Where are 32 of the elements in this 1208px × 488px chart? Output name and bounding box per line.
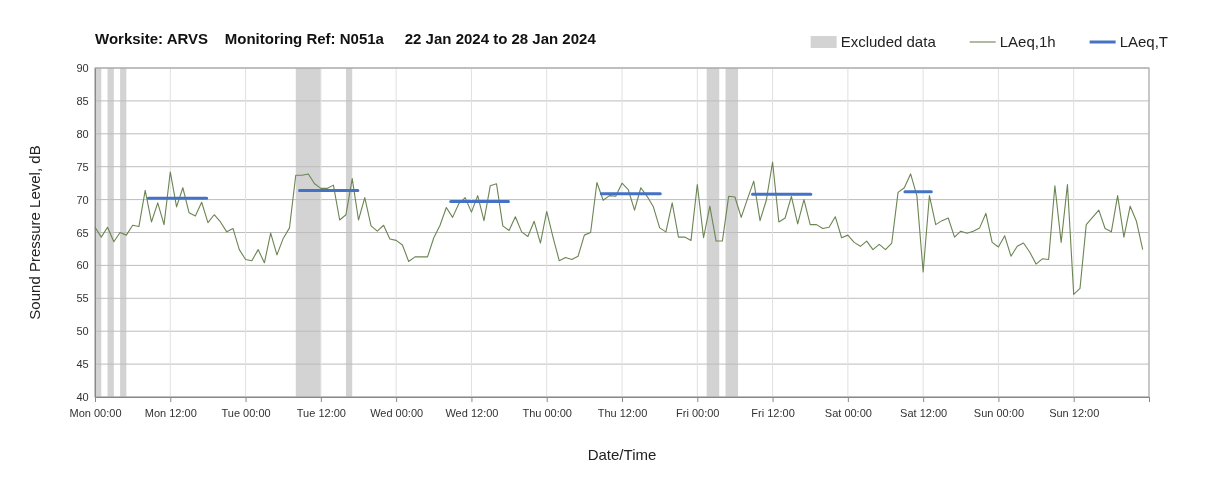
x-tick-label: Tue 12:00 bbox=[296, 407, 346, 420]
chart-title: Worksite: ARVS Monitoring Ref: N051a 22 Jan 2024 to 28 Jan 2024 bbox=[95, 30, 597, 47]
y-tick-label: 70 bbox=[76, 193, 89, 206]
line-series bbox=[94, 161, 1144, 295]
y-tick-label: 55 bbox=[76, 292, 89, 305]
x-tick-label: Wed 00:00 bbox=[370, 407, 424, 420]
y-tick-label: 40 bbox=[76, 391, 89, 404]
x-tick-label: Sun 00:00 bbox=[973, 407, 1025, 420]
x-tick-label: Thu 00:00 bbox=[522, 407, 572, 420]
x-tick-label: Sat 00:00 bbox=[824, 407, 872, 420]
y-tick-label: 60 bbox=[76, 259, 89, 272]
legend-label: LAeq,T bbox=[1119, 33, 1168, 50]
x-tick-label: Mon 00:00 bbox=[69, 407, 122, 420]
legend-label: LAeq,1h bbox=[999, 33, 1056, 50]
y-axis-title: Sound Pressure Level, dB bbox=[26, 145, 43, 320]
y-tick-label: 50 bbox=[76, 325, 89, 338]
y-tick-label: 85 bbox=[76, 94, 89, 107]
x-tick-label: Sun 12:00 bbox=[1049, 407, 1100, 420]
x-tick-label: Fri 12:00 bbox=[751, 407, 795, 420]
x-tick-label: Fri 00:00 bbox=[676, 407, 720, 420]
y-tick-label: 75 bbox=[76, 160, 89, 173]
x-tick-label: Sat 12:00 bbox=[900, 407, 948, 420]
x-tick-label: Thu 12:00 bbox=[597, 407, 648, 420]
x-tick-label: Wed 12:00 bbox=[445, 407, 499, 420]
y-tick-label: 80 bbox=[76, 127, 89, 140]
y-tick-label: 65 bbox=[76, 226, 89, 239]
y-tick-label: 45 bbox=[76, 358, 89, 371]
x-tick-label: Mon 12:00 bbox=[144, 407, 197, 420]
y-tick-label: 90 bbox=[76, 62, 89, 75]
legend-label: Excluded data bbox=[840, 33, 937, 50]
x-axis-title: Date/Time bbox=[587, 446, 657, 463]
x-tick-label: Tue 00:00 bbox=[221, 407, 271, 420]
